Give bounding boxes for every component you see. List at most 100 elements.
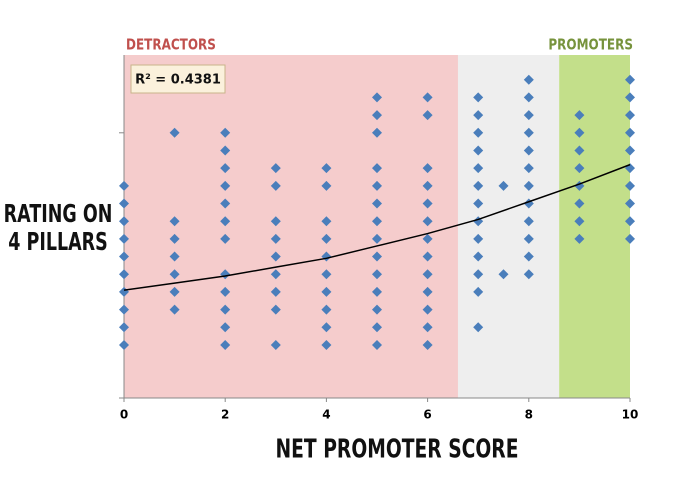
annotation: R² = 0.4381 — [135, 73, 221, 88]
region — [457, 55, 560, 398]
point — [372, 251, 382, 262]
point — [220, 304, 231, 315]
point — [523, 216, 534, 227]
point — [473, 286, 484, 297]
point — [422, 304, 433, 315]
point — [523, 251, 534, 262]
point — [321, 339, 332, 350]
point — [422, 110, 433, 121]
point — [321, 216, 332, 227]
point — [169, 304, 180, 315]
point — [574, 110, 585, 121]
point — [270, 251, 281, 262]
point — [372, 269, 382, 280]
point — [422, 92, 433, 103]
point — [523, 74, 534, 85]
point — [625, 216, 635, 227]
point — [220, 163, 231, 174]
point — [574, 127, 585, 138]
y-axis-label: 4 PILLARS — [8, 228, 107, 257]
region — [559, 55, 630, 398]
annotation-box — [130, 64, 226, 94]
point — [169, 251, 180, 262]
point — [270, 163, 281, 174]
point — [523, 163, 534, 174]
point — [220, 145, 231, 156]
point — [372, 286, 382, 297]
point — [574, 233, 585, 244]
x-tick-label: 0 — [120, 408, 128, 422]
point — [321, 180, 332, 191]
point — [119, 180, 129, 191]
point — [372, 233, 382, 244]
x-tick-label: 8 — [525, 408, 533, 422]
point — [372, 163, 382, 174]
point — [473, 163, 484, 174]
point — [169, 216, 180, 227]
point — [372, 198, 382, 209]
point — [422, 216, 433, 227]
point — [372, 92, 382, 103]
point — [270, 286, 281, 297]
point — [574, 163, 585, 174]
point — [625, 180, 635, 191]
point — [119, 269, 129, 280]
point — [169, 127, 180, 138]
point — [625, 198, 635, 209]
point — [372, 127, 382, 138]
x-tick-label: 4 — [322, 408, 330, 422]
point — [523, 110, 534, 121]
point — [625, 145, 635, 156]
point — [523, 180, 534, 191]
point — [270, 339, 281, 350]
point — [270, 269, 281, 280]
point — [321, 322, 332, 333]
point — [119, 304, 129, 315]
point — [321, 304, 332, 315]
point — [473, 251, 484, 262]
point — [321, 286, 332, 297]
point — [119, 339, 129, 350]
point — [473, 145, 484, 156]
point — [523, 269, 534, 280]
point — [422, 251, 433, 262]
region-label: PROMOTERS — [548, 36, 633, 54]
point — [372, 304, 382, 315]
point — [119, 233, 129, 244]
point — [220, 339, 231, 350]
point — [523, 233, 534, 244]
point — [473, 127, 484, 138]
point — [473, 92, 484, 103]
point — [119, 322, 129, 333]
point — [523, 127, 534, 138]
point — [625, 110, 635, 121]
point — [220, 180, 231, 191]
point — [473, 233, 484, 244]
point — [220, 127, 231, 138]
point — [321, 269, 332, 280]
point — [372, 180, 382, 191]
x-tick-label: 2 — [221, 408, 229, 422]
point — [422, 198, 433, 209]
point — [422, 180, 433, 191]
point — [270, 304, 281, 315]
point — [372, 110, 382, 121]
point — [119, 251, 129, 262]
point — [625, 74, 635, 85]
point — [498, 269, 509, 280]
x-axis-label: NET PROMOTER SCORE — [275, 435, 518, 465]
point — [523, 92, 534, 103]
point — [321, 233, 332, 244]
point — [473, 322, 484, 333]
point — [625, 92, 635, 103]
point — [321, 163, 332, 174]
x-tick-label: 6 — [423, 408, 431, 422]
point — [473, 269, 484, 280]
point — [169, 286, 180, 297]
point — [422, 269, 433, 280]
point — [574, 198, 585, 209]
point — [625, 127, 635, 138]
point — [270, 180, 281, 191]
point — [422, 233, 433, 244]
